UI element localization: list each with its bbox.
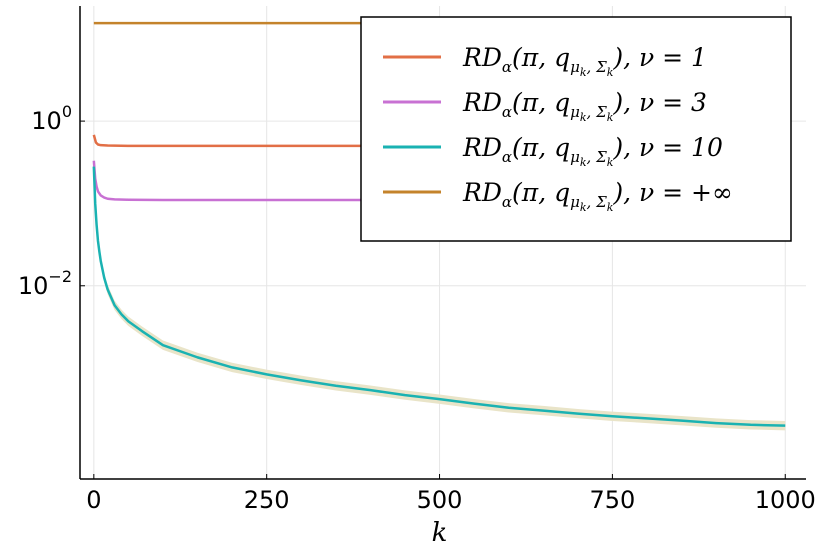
y-tick-label-0: 100 bbox=[31, 102, 72, 135]
legend-label-3: RDα(π, qμk, Σk), ν = +∞ bbox=[462, 178, 733, 214]
x-tick-label-4: 1000 bbox=[755, 486, 816, 514]
x-tick-label-0: 0 bbox=[86, 486, 101, 514]
axes bbox=[79, 6, 806, 480]
legend-box bbox=[360, 16, 792, 242]
series-line-0 bbox=[92, 134, 371, 148]
legend-label-1: RDα(π, qμk, Σk), ν = 3 bbox=[462, 88, 707, 124]
x-axis-label: k bbox=[432, 518, 448, 548]
series-line-1 bbox=[92, 160, 371, 202]
legend-label-0: RDα(π, qμk, Σk), ν = 1 bbox=[462, 43, 707, 79]
series-line-2 bbox=[92, 166, 786, 427]
legend-label-2: RDα(π, qμk, Σk), ν = 10 bbox=[462, 133, 723, 169]
tick-labels: 0 250 500 750 1000 100 10−2 bbox=[18, 102, 816, 514]
x-tick-label-2: 500 bbox=[417, 486, 463, 514]
legend: RDα(π, qμk, Σk), ν = 1 RDα(π, qμk, Σk), ν… bbox=[360, 16, 792, 242]
x-tick-label-3: 750 bbox=[589, 486, 635, 514]
y-tick-label-1: 10−2 bbox=[18, 267, 72, 300]
x-tick-label-1: 250 bbox=[244, 486, 290, 514]
